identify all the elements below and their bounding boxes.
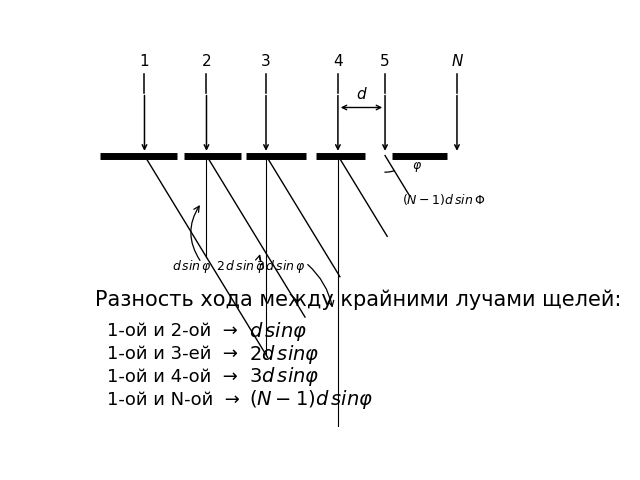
Text: 5: 5 bbox=[380, 54, 390, 69]
Text: $(N-1)d\,sin\varphi$: $(N-1)d\,sin\varphi$ bbox=[249, 388, 373, 411]
Text: $d\,sin\,\varphi$: $d\,sin\,\varphi$ bbox=[172, 258, 212, 275]
Text: $d$: $d$ bbox=[356, 86, 367, 102]
Text: 1-ой и N-ой  →: 1-ой и N-ой → bbox=[108, 391, 240, 409]
Text: 1-ой и 2-ой  →: 1-ой и 2-ой → bbox=[108, 322, 238, 340]
Text: $3d\,sin\varphi$: $3d\,sin\varphi$ bbox=[249, 365, 319, 388]
Text: 1: 1 bbox=[140, 54, 149, 69]
Text: $2d\,sin\varphi$: $2d\,sin\varphi$ bbox=[249, 343, 319, 365]
Text: $2\,d\,sin\,\varphi$: $2\,d\,sin\,\varphi$ bbox=[216, 258, 266, 275]
Text: $d\,sin\varphi$: $d\,sin\varphi$ bbox=[249, 320, 307, 343]
Text: 4: 4 bbox=[333, 54, 343, 69]
Text: $(N-1)d\,sin\,\Phi$: $(N-1)d\,sin\,\Phi$ bbox=[403, 192, 486, 207]
Text: 2: 2 bbox=[202, 54, 211, 69]
Text: 1-ой и 4-ой  →: 1-ой и 4-ой → bbox=[108, 368, 238, 386]
Text: $\varphi$: $\varphi$ bbox=[412, 160, 422, 174]
Text: N: N bbox=[451, 54, 463, 69]
Text: 1-ой и 3-ей  →: 1-ой и 3-ей → bbox=[108, 345, 238, 363]
Text: $3\,d\,sin\,\varphi$: $3\,d\,sin\,\varphi$ bbox=[256, 258, 306, 275]
Text: 3: 3 bbox=[261, 54, 271, 69]
Text: Разность хода между крайними лучами щелей:: Разность хода между крайними лучами щеле… bbox=[95, 289, 621, 310]
